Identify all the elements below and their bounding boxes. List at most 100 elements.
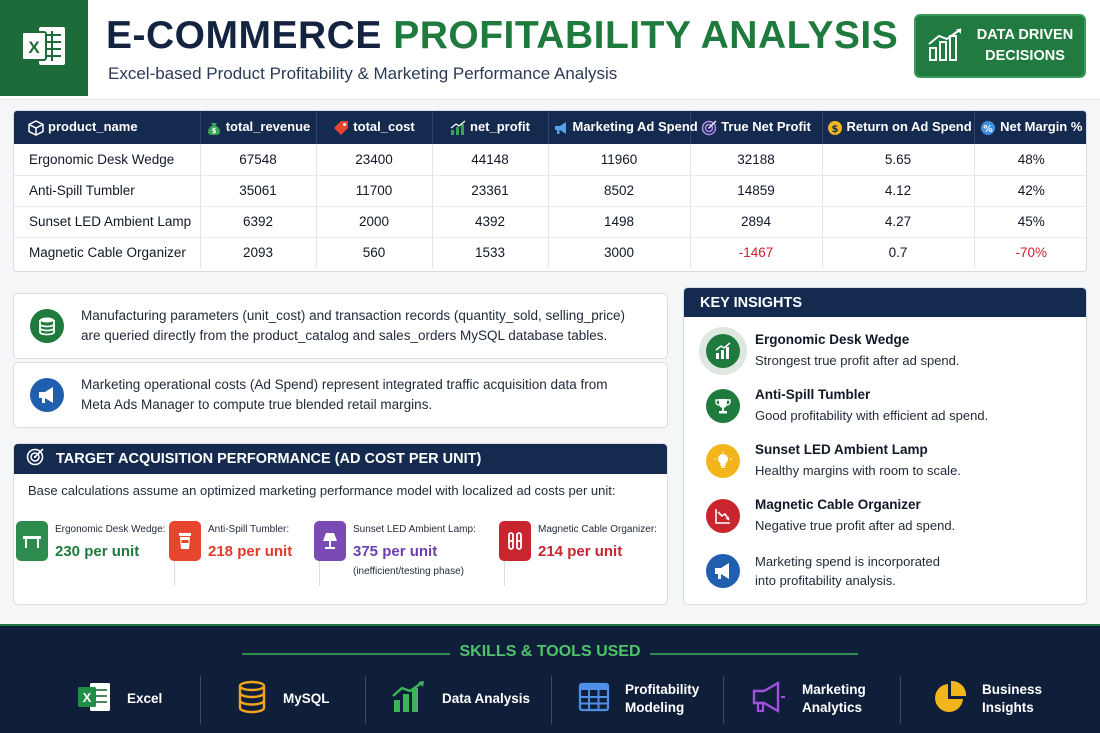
skill-label: Insights [982, 700, 1034, 715]
badge-line1: DATA DRIVEN [976, 27, 1074, 43]
skill-business-insights: Business Insights [933, 678, 1042, 720]
column-header-total-cost[interactable]: total_cost [316, 111, 433, 144]
megaphone-icon [706, 554, 740, 588]
cell-net-profit: 23361 [432, 175, 549, 207]
svg-text:%: % [983, 124, 993, 135]
divider [365, 676, 366, 724]
cell-true-net-profit: 2894 [690, 206, 823, 238]
insight-item: Ergonomic Desk Wedge Strongest true profi… [706, 332, 960, 370]
excel-icon: X [76, 680, 112, 719]
data-driven-badge: DATA DRIVEN DECISIONS [914, 14, 1086, 78]
unit-label: Anti-Spill Tumbler: [208, 524, 290, 535]
cell-total-cost: 11700 [316, 175, 433, 207]
page-title: E-COMMERCE PROFITABILITY ANALYSIS [106, 14, 899, 57]
unit-cost-anti-spill-tumbler: Anti-Spill Tumbler: 218 per unit [169, 518, 292, 594]
data-source-note-mysql: Manufacturing parameters (unit_cost) and… [13, 293, 668, 359]
skills-footer: SKILLS & TOOLS USED X Excel MySQL Data A… [0, 624, 1100, 733]
unit-value: 230 per unit [55, 543, 140, 560]
cable-clip-icon [499, 521, 531, 561]
column-header-product-name[interactable]: product_name [14, 111, 201, 144]
spreadsheet-grid-icon [578, 681, 610, 718]
column-header-total-revenue[interactable]: $ total_revenue [200, 111, 317, 144]
unit-cost-ergonomic-desk-wedge: Ergonomic Desk Wedge: 230 per unit [16, 518, 165, 594]
skill-data-analysis: Data Analysis [391, 678, 530, 720]
megaphone-icon [30, 378, 64, 412]
target-icon [26, 448, 44, 470]
column-header-return-on-ad-spend[interactable]: $ Return on Ad Spend [822, 111, 975, 144]
cell-net-profit: 4392 [432, 206, 549, 238]
svg-text:X: X [83, 690, 92, 705]
cell-net-margin: 48% [974, 144, 1086, 176]
column-header-true-net-profit[interactable]: True Net Profit [690, 111, 823, 144]
skill-label: Business [982, 682, 1043, 697]
insight-title: Ergonomic Desk Wedge [755, 332, 910, 347]
megaphone-icon [751, 680, 787, 718]
skill-label: MySQL [283, 691, 330, 706]
unit-value: 214 per unit [538, 543, 623, 560]
page-subtitle: Excel-based Product Profitability & Mark… [108, 64, 618, 83]
divider [242, 653, 450, 655]
cup-icon [169, 521, 201, 561]
acquisition-title: TARGET ACQUISITION PERFORMANCE (AD COST … [56, 451, 482, 467]
ad-cost-units: Ergonomic Desk Wedge: 230 per unit Anti-S… [14, 518, 667, 594]
insight-description: into profitability analysis. [755, 573, 896, 588]
note-line: Marketing operational costs (Ad Spend) r… [81, 377, 608, 392]
cell-total-cost: 2000 [316, 206, 433, 238]
acquisition-description: Base calculations assume an optimized ma… [28, 483, 616, 498]
insight-description: Good profitability with efficient ad spe… [755, 408, 989, 423]
key-insights-panel: KEY INSIGHTS Ergonomic Desk Wedge Stronge… [683, 287, 1087, 605]
insight-item: Sunset LED Ambient Lamp Healthy margins w… [706, 442, 961, 480]
skill-label: Profitability [625, 682, 700, 697]
skill-mysql: MySQL [236, 678, 330, 720]
cell-true-net-profit: -1467 [690, 237, 823, 268]
cell-total-cost: 23400 [316, 144, 433, 176]
column-header-net-profit[interactable]: net_profit [432, 111, 549, 144]
insight-description: Strongest true profit after ad spend. [755, 353, 960, 368]
column-header-net-margin[interactable]: % Net Margin % [974, 111, 1086, 144]
cell-net-profit: 1533 [432, 237, 549, 268]
target-icon [701, 120, 717, 136]
insight-description: Marketing spend is incorporated [755, 554, 940, 569]
skill-label: Data Analysis [442, 691, 531, 706]
trophy-icon [706, 389, 740, 423]
divider [551, 676, 552, 724]
database-icon [236, 680, 268, 719]
cell-total-revenue: 6392 [200, 206, 317, 238]
note-line: are queried directly from the product_ca… [81, 328, 608, 343]
cell-roas: 0.7 [822, 237, 975, 268]
cell-ad-spend: 3000 [548, 237, 691, 268]
note-line: Manufacturing parameters (unit_cost) and… [81, 308, 626, 323]
svg-text:X: X [28, 38, 40, 57]
bar-chart-icon [391, 680, 427, 719]
unit-label: Sunset LED Ambient Lamp: [353, 524, 476, 535]
divider [723, 676, 724, 724]
data-source-note-meta-ads: Marketing operational costs (Ad Spend) r… [13, 362, 668, 428]
table-row: Magnetic Cable Organizer 2093 560 1533 3… [14, 237, 1086, 268]
skill-label: Modeling [625, 700, 685, 715]
decline-chart-icon [706, 499, 740, 533]
unit-label: Magnetic Cable Organizer: [538, 524, 657, 535]
megaphone-icon [553, 120, 569, 136]
divider [900, 676, 901, 724]
database-icon [30, 309, 64, 343]
skill-marketing-analytics: Marketing Analytics [751, 678, 866, 720]
percent-icon: % [980, 120, 996, 136]
cell-product-name: Ergonomic Desk Wedge [14, 144, 201, 176]
acquisition-performance-panel: TARGET ACQUISITION PERFORMANCE (AD COST … [13, 443, 668, 605]
insight-title: Anti-Spill Tumbler [755, 387, 871, 402]
column-header-marketing-ad-spend[interactable]: Marketing Ad Spend [548, 111, 698, 144]
cell-roas: 4.12 [822, 175, 975, 207]
cell-net-profit: 44148 [432, 144, 549, 176]
key-insights-header: KEY INSIGHTS [684, 288, 1086, 317]
table-row: Ergonomic Desk Wedge 67548 23400 44148 1… [14, 144, 1086, 176]
growth-chart-icon [706, 334, 740, 368]
cell-net-margin: 42% [974, 175, 1086, 207]
desk-icon [16, 521, 48, 561]
table-row: Anti-Spill Tumbler 35061 11700 23361 850… [14, 175, 1086, 207]
skill-label: Analytics [802, 700, 863, 715]
divider [650, 653, 858, 655]
price-tag-icon [333, 120, 349, 136]
bar-chart-trend-icon [926, 26, 966, 67]
cell-product-name: Anti-Spill Tumbler [14, 175, 201, 207]
excel-icon: X [19, 23, 69, 74]
